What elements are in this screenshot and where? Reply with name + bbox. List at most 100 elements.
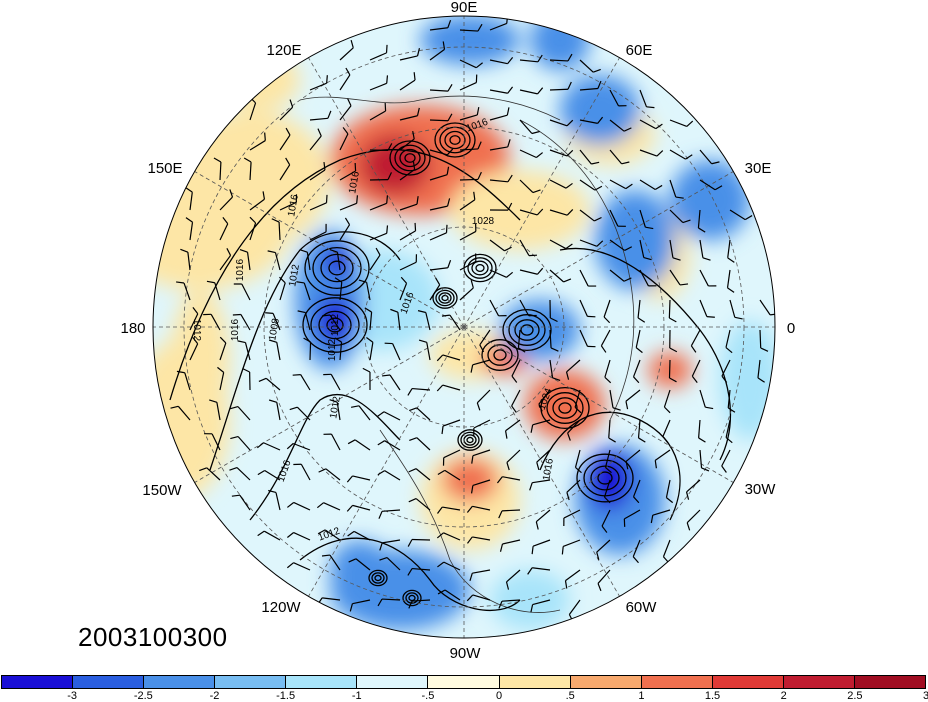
wind-barb: [233, 283, 251, 301]
wind-barb: [574, 449, 582, 474]
isobar-ring-3-1: [520, 324, 534, 336]
wind-barb: [459, 280, 474, 301]
wind-barb: [489, 202, 513, 211]
isobar-ring-3-3: [508, 314, 546, 346]
wind-barb: [441, 419, 461, 435]
wind-barb: [600, 329, 611, 353]
wind-barb: [229, 466, 251, 481]
wind-barb: [267, 250, 281, 271]
isobar-ring-9-1: [475, 263, 485, 273]
wind-barb: [339, 217, 351, 241]
contour-label: 1016: [230, 318, 241, 341]
wind-barb: [219, 217, 229, 241]
wind-barb: [399, 196, 419, 211]
wind-barb: [466, 505, 491, 513]
wind-barb: [242, 367, 251, 391]
wind-barb: [204, 433, 221, 451]
wind-barb: [369, 102, 387, 121]
wind-barb: [206, 280, 221, 301]
wind-barb: [369, 247, 381, 271]
wind-barb: [230, 406, 251, 421]
wind-barb: [489, 174, 513, 183]
wind-barb: [369, 172, 393, 181]
wind-barb: [650, 509, 671, 524]
lon-label-30w: 30W: [744, 481, 776, 498]
colorbar-swatch-5: [357, 676, 429, 688]
wind-barb: [549, 179, 573, 189]
wind-barb: [176, 370, 191, 391]
wind-barb: [369, 195, 389, 211]
wind-barb: [409, 437, 431, 451]
colorbar-swatch-1: [73, 676, 145, 688]
wind-barb: [639, 239, 652, 261]
colorbar-tick-label: 2.5: [847, 690, 863, 702]
wind-barb: [499, 539, 521, 552]
wind-barb: [529, 479, 551, 491]
anomaly-patch-23: [595, 190, 675, 290]
coastline-2: [299, 95, 561, 121]
wind-barb: [639, 269, 657, 287]
wind-barb: [459, 107, 480, 121]
anomaly-patch-6: [170, 290, 230, 430]
meridian-1: [463, 171, 734, 328]
wind-barb: [549, 149, 574, 157]
wind-barb: [579, 80, 602, 91]
wind-barb: [399, 222, 417, 241]
wind-barb: [293, 463, 311, 481]
wind-barb: [279, 276, 286, 301]
coastline-0: [379, 429, 561, 613]
wind-barb: [530, 599, 551, 613]
wind-barb: [604, 359, 612, 384]
wind-barb: [549, 239, 573, 250]
coastline-1: [519, 119, 635, 421]
lon-label-150e: 150E: [147, 160, 183, 177]
wind-barb: [549, 208, 574, 216]
wind-barb: [549, 119, 574, 127]
map-border: [152, 15, 776, 639]
wind-barb: [668, 299, 677, 323]
isobar-ring-2-1: [597, 471, 613, 485]
wind-barb: [567, 419, 581, 441]
wind-barb: [213, 157, 222, 181]
wind-barb: [358, 279, 371, 301]
wind-barb: [170, 405, 191, 421]
isobar-ring-2-4: [576, 453, 634, 503]
wind-barbs: [170, 16, 775, 622]
wind-barb: [407, 538, 431, 547]
wind-barb: [185, 217, 194, 241]
wind-barb: [339, 162, 357, 181]
anomaly-patch-15: [220, 50, 300, 110]
wind-barb: [669, 179, 684, 199]
wind-barb: [459, 141, 482, 151]
anomaly-patch-27: [330, 540, 390, 600]
wind-barb: [286, 531, 311, 541]
wind-barb: [609, 89, 627, 107]
wind-barb: [609, 179, 633, 190]
anomaly-patch-3: [360, 135, 430, 195]
colorbar-swatch-4: [286, 676, 358, 688]
meridian-5: [194, 171, 465, 328]
wind-barb: [329, 399, 341, 421]
wind-barb: [597, 569, 611, 592]
wind-barb: [441, 314, 461, 331]
wind-barb: [347, 439, 371, 451]
wind-barb: [637, 419, 646, 443]
wind-barb: [279, 127, 291, 151]
isobar-ring-0-3: [312, 246, 362, 290]
wind-barb: [408, 498, 431, 511]
wind-barb: [243, 157, 252, 181]
wind-barb: [366, 337, 374, 361]
wind-barb: [309, 75, 328, 91]
wind-barb: [632, 359, 641, 384]
isobar-ring-11-1: [374, 574, 382, 582]
wind-barb: [249, 132, 266, 151]
wind-barb: [699, 299, 715, 318]
isobar-ring-0-4: [304, 240, 370, 296]
colorbar-tick-label: -1: [351, 690, 362, 702]
wind-barb: [725, 329, 733, 354]
lon-label-120w: 120W: [261, 599, 301, 616]
wind-barb: [185, 187, 193, 211]
wind-barb: [429, 20, 452, 31]
wind-barb: [759, 329, 769, 352]
